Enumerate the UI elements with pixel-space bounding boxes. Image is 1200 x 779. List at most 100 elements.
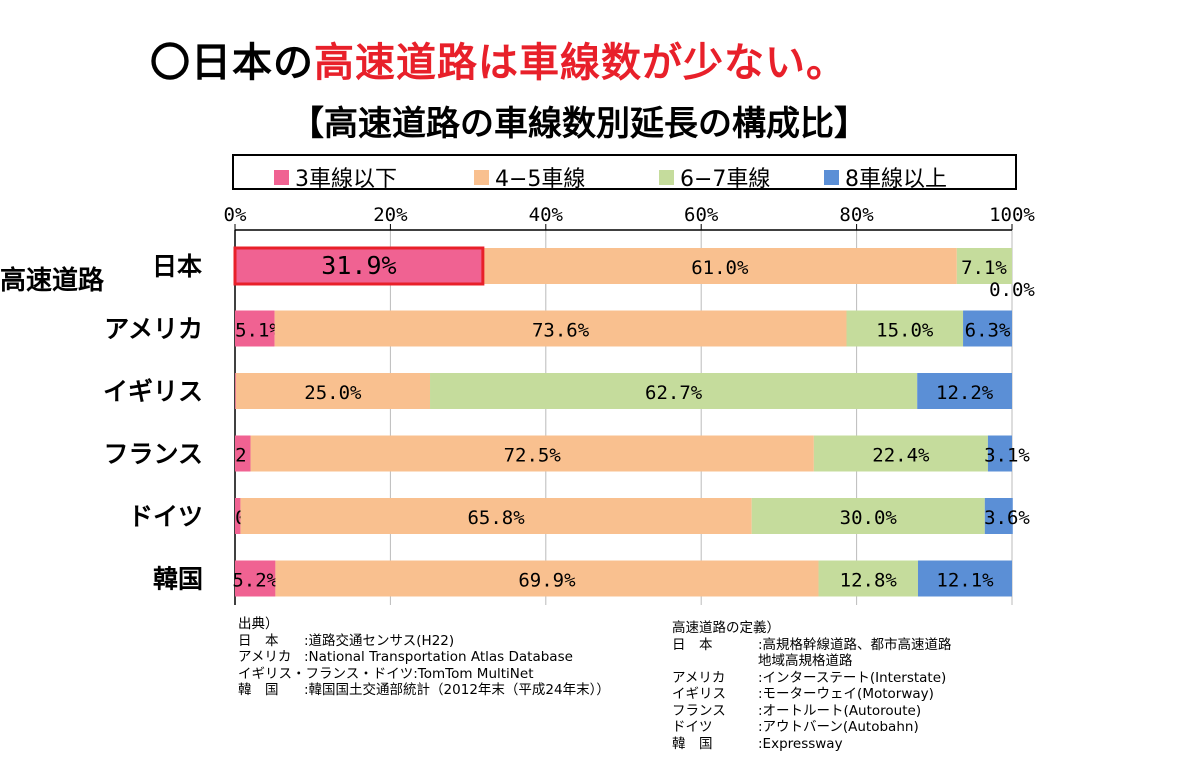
bar-segment bbox=[235, 373, 236, 409]
source-key: イギリス・フランス・ドイツ bbox=[238, 665, 414, 682]
x-tick-label: 20% bbox=[373, 204, 408, 226]
bar-segment bbox=[813, 435, 988, 472]
definition-value: :Expressway bbox=[758, 735, 843, 752]
bar-segment bbox=[274, 310, 847, 347]
bar-segment bbox=[240, 498, 752, 534]
x-tick-label: 40% bbox=[529, 204, 564, 226]
definition-row: 地域高規格道路 bbox=[672, 653, 952, 670]
legend-item-3: 8車線以上 bbox=[824, 161, 947, 193]
data-label: 12.1% bbox=[936, 570, 994, 592]
chart-title: 【高速道路の車線数別延長の構成比】 bbox=[290, 104, 868, 144]
legend-label-0: 3車線以下 bbox=[295, 167, 397, 192]
source-row: イギリス・フランス・ドイツ:TomTom MultiNet bbox=[238, 666, 610, 683]
source-row: アメリカ :National Transportation Atlas Datab… bbox=[238, 649, 610, 666]
definition-value: :高規格幹線道路、都市高速道路 bbox=[758, 636, 952, 653]
bar-segment bbox=[235, 310, 275, 347]
legend-item-1: 4−5車線 bbox=[474, 161, 585, 193]
bar-segment bbox=[917, 560, 1012, 597]
data-label: 65.8% bbox=[467, 507, 525, 529]
headline-prefix: 〇日本の bbox=[150, 40, 314, 86]
definition-value: :アウトバーン(Autobahn) bbox=[758, 719, 919, 735]
legend-swatch-3 bbox=[824, 169, 839, 185]
legend-label-2: 6−7車線 bbox=[680, 167, 771, 192]
data-label: 73.6% bbox=[532, 320, 590, 342]
data-label: 31.9% bbox=[321, 251, 396, 280]
category-label: アメリカ bbox=[104, 315, 203, 344]
definition-key: 日 本 bbox=[672, 636, 713, 653]
category-label: 日本 bbox=[152, 252, 202, 281]
data-label: 5.1% bbox=[235, 320, 281, 342]
definition-key bbox=[672, 653, 758, 670]
x-tick-label: 0% bbox=[224, 204, 247, 226]
legend-label-1: 4−5車線 bbox=[495, 167, 586, 192]
data-label: 62.7% bbox=[645, 382, 703, 404]
definition-key: イギリス bbox=[672, 686, 726, 702]
source-value: :韓国国土交通部統計（2012年末（平成24年末）） bbox=[304, 682, 610, 698]
definition-row: ドイツ :アウトバーン(Autobahn) bbox=[672, 719, 952, 736]
definition-row: フランス :オートルート(Autoroute) bbox=[672, 703, 952, 720]
data-label: 3.6% bbox=[984, 507, 1030, 529]
source-value: :National Transportation Atlas Database bbox=[304, 649, 573, 665]
data-label: 6.3% bbox=[965, 320, 1011, 342]
source-key: アメリカ bbox=[238, 649, 292, 665]
bar-segment bbox=[917, 373, 1012, 409]
data-label: 25.0% bbox=[304, 382, 362, 404]
definition-key: アメリカ bbox=[672, 669, 726, 686]
bar-segment bbox=[235, 248, 483, 284]
definition-key: フランス bbox=[672, 702, 726, 719]
bar-segment bbox=[430, 373, 918, 409]
data-label: 15.0% bbox=[876, 320, 934, 342]
bar-segment bbox=[984, 498, 1013, 534]
source-key: 韓 国 bbox=[238, 682, 279, 698]
legend-swatch-0 bbox=[274, 169, 289, 185]
definition-title: 高速道路の定義） bbox=[672, 620, 780, 636]
definition-notes: 高速道路の定義） 日 本 :高規格幹線道路、都市高速道路 地域高規格道路 アメリカ:イ… bbox=[672, 620, 952, 752]
x-tick-label: 80% bbox=[839, 204, 874, 226]
bar-segment bbox=[235, 373, 431, 409]
data-label: 22.4% bbox=[872, 445, 930, 467]
x-tick-label: 100% bbox=[989, 204, 1035, 226]
legend-swatch-2 bbox=[659, 169, 674, 185]
bar-segment bbox=[235, 435, 251, 472]
legend-swatch-1 bbox=[474, 169, 489, 185]
definition-row: イギリス:モーターウェイ(Motorway) bbox=[672, 686, 952, 703]
legend-label-3: 8車線以上 bbox=[845, 167, 947, 192]
bar-segment bbox=[846, 310, 964, 347]
data-label: 30.0% bbox=[840, 507, 898, 529]
data-label: 12.8% bbox=[840, 570, 898, 592]
data-label: 72.5% bbox=[504, 445, 562, 467]
stacked-bar-chart: 0% 20% 40% 60% 80% 100% 日本 31.9% 61.0% 7.1%0.0% アメ… bbox=[103, 204, 1035, 605]
category-label: イギリス bbox=[103, 377, 203, 406]
definition-value: 地域高規格道路 bbox=[758, 653, 853, 669]
data-label: 3.1% bbox=[984, 445, 1030, 467]
data-label: 12.2% bbox=[936, 382, 994, 404]
bar-segment bbox=[963, 310, 1012, 347]
data-label: 61.0% bbox=[691, 257, 749, 279]
bar-segment bbox=[956, 248, 1012, 284]
bar-segment bbox=[482, 248, 957, 284]
bar-segment bbox=[235, 560, 276, 597]
category-label: フランス bbox=[103, 440, 203, 469]
data-label: 69.9% bbox=[518, 570, 576, 592]
definition-key: ドイツ bbox=[672, 719, 713, 735]
definition-key: 韓 国 bbox=[672, 735, 713, 752]
data-label: 0.0% bbox=[989, 279, 1035, 301]
definition-row: 日 本 :高規格幹線道路、都市高速道路 bbox=[672, 637, 952, 654]
chart-legend: 3車線以下 4−5車線 6−7車線 8車線以上 bbox=[232, 154, 1017, 193]
definition-value: :オートルート(Autoroute) bbox=[758, 702, 922, 719]
data-label: 5.2% bbox=[232, 570, 278, 592]
bar-segment bbox=[987, 435, 1012, 472]
legend-item-2: 6−7車線 bbox=[659, 161, 770, 193]
bar-segment bbox=[275, 560, 819, 597]
bar-segment bbox=[751, 498, 985, 534]
source-key: 日 本 bbox=[238, 632, 279, 649]
category-label: ドイツ bbox=[128, 502, 203, 531]
bar-segment bbox=[235, 498, 241, 534]
category-label: 韓国 bbox=[153, 565, 203, 594]
legend-item-0: 3車線以下 bbox=[274, 161, 397, 193]
source-row: 日 本:道路交通センサス(H22) bbox=[238, 633, 610, 650]
source-notes: 出典） 日 本:道路交通センサス(H22) アメリカ:National Trans… bbox=[238, 616, 610, 699]
definition-row: 韓 国 :Expressway bbox=[672, 736, 952, 753]
x-tick-label: 60% bbox=[684, 204, 719, 226]
definition-row: アメリカ:インターステート(Interstate) bbox=[672, 670, 952, 687]
